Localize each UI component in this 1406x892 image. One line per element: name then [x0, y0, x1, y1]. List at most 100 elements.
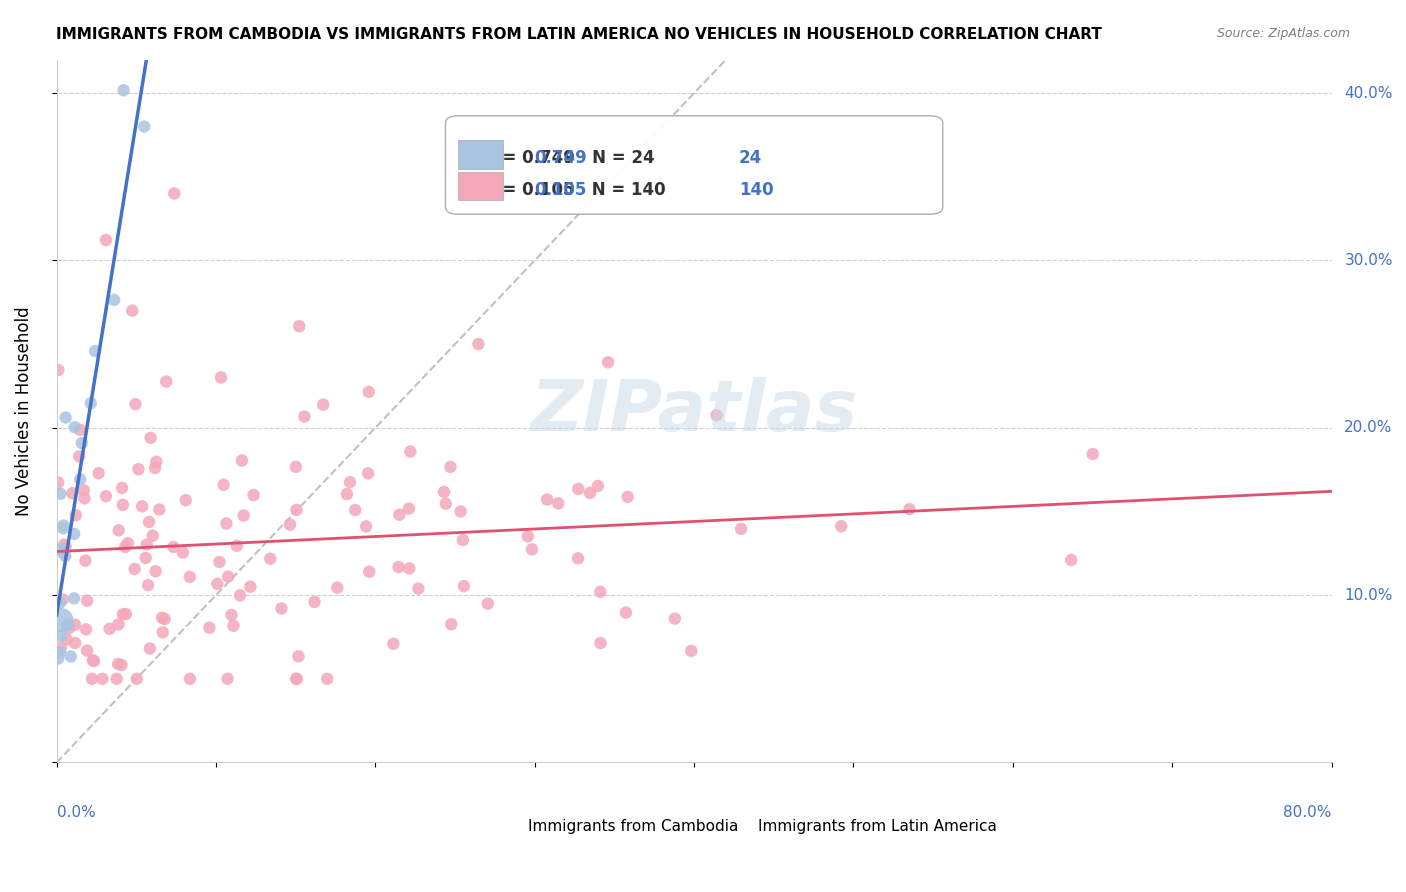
Point — [51, 629, 73, 643]
Y-axis label: No Vehicles in Household: No Vehicles in Household — [15, 306, 32, 516]
Point — [76, 643, 98, 657]
Point — [681, 644, 703, 658]
Point — [339, 475, 361, 489]
Point — [270, 601, 292, 615]
Point — [1060, 553, 1083, 567]
Point — [155, 375, 177, 389]
Point — [131, 500, 153, 514]
Point — [285, 672, 308, 686]
Point — [114, 540, 136, 554]
Point — [359, 565, 381, 579]
Point — [139, 641, 162, 656]
Point — [354, 519, 377, 533]
Point — [112, 83, 135, 97]
Point — [84, 344, 107, 359]
Text: 0.105: 0.105 — [534, 180, 588, 199]
Text: IMMIGRANTS FROM CAMBODIA VS IMMIGRANTS FROM LATIN AMERICA NO VEHICLES IN HOUSEHO: IMMIGRANTS FROM CAMBODIA VS IMMIGRANTS F… — [56, 27, 1102, 42]
Text: 80.0%: 80.0% — [1284, 805, 1331, 820]
Point — [259, 551, 281, 566]
Point — [163, 186, 186, 201]
Text: ZIPatlas: ZIPatlas — [530, 376, 858, 445]
Point — [198, 621, 221, 635]
Point — [76, 593, 98, 607]
Point — [59, 649, 82, 664]
Point — [111, 498, 134, 512]
Point — [125, 672, 148, 686]
Point — [80, 396, 103, 410]
Point — [287, 649, 309, 664]
Point — [73, 483, 96, 498]
Point — [162, 540, 184, 554]
Text: Immigrants from Cambodia: Immigrants from Cambodia — [529, 819, 738, 834]
Point — [231, 453, 253, 467]
Point — [111, 607, 134, 622]
Point — [616, 490, 638, 504]
Point — [150, 611, 173, 625]
Point — [516, 529, 538, 543]
Text: Source: ZipAtlas.com: Source: ZipAtlas.com — [1216, 27, 1350, 40]
Point — [153, 612, 176, 626]
Point — [1081, 447, 1104, 461]
Point — [589, 636, 612, 650]
Point — [107, 617, 129, 632]
Point — [614, 606, 637, 620]
FancyBboxPatch shape — [446, 116, 943, 214]
Point — [69, 472, 91, 486]
Bar — [713, 808, 751, 830]
Point — [433, 484, 456, 499]
Point — [60, 486, 83, 500]
Point — [388, 508, 411, 522]
Point — [145, 455, 167, 469]
Point — [229, 588, 252, 602]
Point — [63, 526, 86, 541]
Point — [567, 551, 589, 566]
Point — [387, 560, 409, 574]
Point — [52, 518, 75, 533]
Point — [209, 370, 232, 384]
Point — [284, 459, 307, 474]
Point — [121, 303, 143, 318]
Point — [398, 561, 420, 575]
Point — [304, 595, 326, 609]
Point — [145, 564, 167, 578]
Point — [212, 478, 235, 492]
Point — [98, 622, 121, 636]
Point — [664, 612, 686, 626]
Point — [172, 545, 194, 559]
Point — [285, 672, 308, 686]
Point — [58, 621, 80, 635]
Text: 140: 140 — [738, 180, 773, 199]
Point — [94, 233, 117, 247]
Point — [285, 503, 308, 517]
Point — [174, 493, 197, 508]
Point — [207, 577, 229, 591]
Point — [124, 562, 146, 576]
Point — [215, 516, 238, 531]
Point — [278, 517, 301, 532]
Point — [208, 555, 231, 569]
Point — [51, 613, 73, 627]
Point — [179, 672, 201, 686]
Point — [148, 502, 170, 516]
Point — [217, 569, 239, 583]
Point — [110, 657, 132, 672]
Point — [242, 488, 264, 502]
Point — [52, 545, 75, 559]
Text: 40.0%: 40.0% — [1344, 86, 1393, 101]
Point — [135, 537, 157, 551]
Point — [124, 397, 146, 411]
Point — [179, 570, 201, 584]
Point — [439, 459, 461, 474]
Point — [117, 536, 139, 550]
Point — [226, 539, 249, 553]
Text: 24: 24 — [738, 149, 762, 167]
Point — [75, 623, 97, 637]
Point — [49, 640, 72, 655]
Point — [467, 337, 489, 351]
Point — [357, 467, 380, 481]
Point — [107, 657, 129, 671]
Point — [63, 617, 86, 632]
Point — [82, 653, 104, 667]
Point — [52, 521, 75, 535]
Point — [382, 637, 405, 651]
